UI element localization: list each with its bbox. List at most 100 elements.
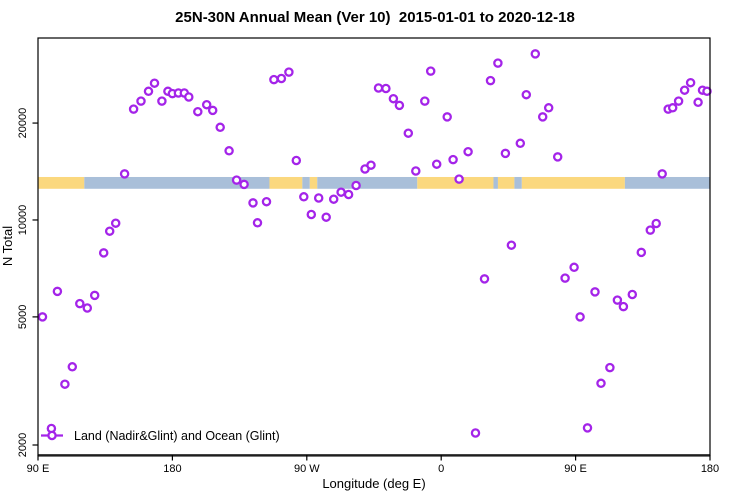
data-point [645,225,656,235]
map-band-ocean [493,176,498,189]
data-point [479,274,490,284]
data-point [569,262,579,273]
map-band-layer [38,176,710,189]
data-point [685,77,696,88]
map-band-ocean [514,176,522,189]
map-band-land [497,176,515,189]
data-point [381,83,391,94]
data-point [143,86,154,97]
data-point [442,112,452,122]
data-point [37,312,48,322]
x-tick-label: 90 W [294,463,320,475]
data-point [448,154,458,165]
data-point [104,226,115,236]
data-point [605,362,615,373]
data-point [651,218,661,229]
data-point [373,83,384,93]
y-axis-label: N Total [0,226,15,266]
data-point [157,96,167,106]
data-point [82,303,93,313]
data-point [425,66,436,76]
legend: Land (Nadir&Glint) and Ocean (Glint) [41,429,280,443]
y-tick-label: 5000 [17,305,29,329]
data-point [582,423,593,433]
map-band-land [38,176,85,189]
data-point [403,128,414,138]
legend-label: Land (Nadir&Glint) and Ocean (Glint) [74,429,280,443]
data-point [52,286,63,297]
data-point [521,89,532,100]
data-point [193,106,203,117]
x-tick-label: 180 [163,463,181,475]
data-point [537,112,548,122]
data-point [552,152,563,162]
y-tick-label: 10000 [17,205,29,236]
data-point [420,96,430,106]
legend-point-sample [47,430,57,441]
data-point [411,166,421,176]
data-point [543,103,554,113]
data-point [215,122,225,133]
data-point [351,180,361,191]
data-point [239,179,249,190]
data-point [306,209,317,220]
data-point [291,155,302,166]
map-band-land [269,176,303,189]
data-point [149,78,160,88]
map-band-land [417,176,494,189]
data-point [60,379,70,389]
data-point [224,146,234,156]
data-point [98,248,109,258]
data-point [119,169,130,179]
data-point [530,49,541,59]
data-point [454,174,464,184]
data-point [75,298,85,309]
data-point [328,194,339,204]
y-tick-label: 20000 [17,108,29,139]
map-band-ocean [624,176,710,189]
map-band-land [521,176,625,189]
data-point [321,212,331,222]
x-tick-label: 180 [701,463,719,475]
map-band-ocean [302,176,310,189]
data-point [366,160,376,170]
data-point [693,97,703,108]
data-point [299,192,309,202]
data-point [201,99,212,110]
data-point [485,75,496,86]
data-point [394,100,405,111]
x-tick-label: 90 E [27,463,50,475]
data-point [618,301,629,312]
data-point [470,428,481,438]
x-tick-label: 0 [438,463,444,475]
data-point [276,73,287,84]
data-point [248,198,258,208]
data-point [560,273,570,283]
data-point [252,218,263,228]
data-point [627,289,638,300]
data-point [596,378,606,389]
data-point [702,86,712,97]
map-band-land [309,176,318,189]
data-point [612,295,623,305]
data-point [184,92,194,102]
data-point [636,247,647,258]
axes-layer: 90 E 180 90 W 0 90 E 180 2000 5000 10000 20000 [17,37,719,475]
data-point [493,58,503,68]
data-point [284,67,294,77]
map-band-ocean [84,176,270,189]
data-point [89,290,100,301]
data-point [575,312,585,322]
data-point [336,187,346,197]
data-point [269,74,279,85]
y-tick-label: 2000 [17,433,29,457]
data-point [463,146,473,157]
plot-box [37,37,711,456]
data-point [313,193,324,203]
data-point [679,85,690,95]
data-point [673,96,684,106]
data-point [231,175,242,185]
data-point [207,105,218,116]
